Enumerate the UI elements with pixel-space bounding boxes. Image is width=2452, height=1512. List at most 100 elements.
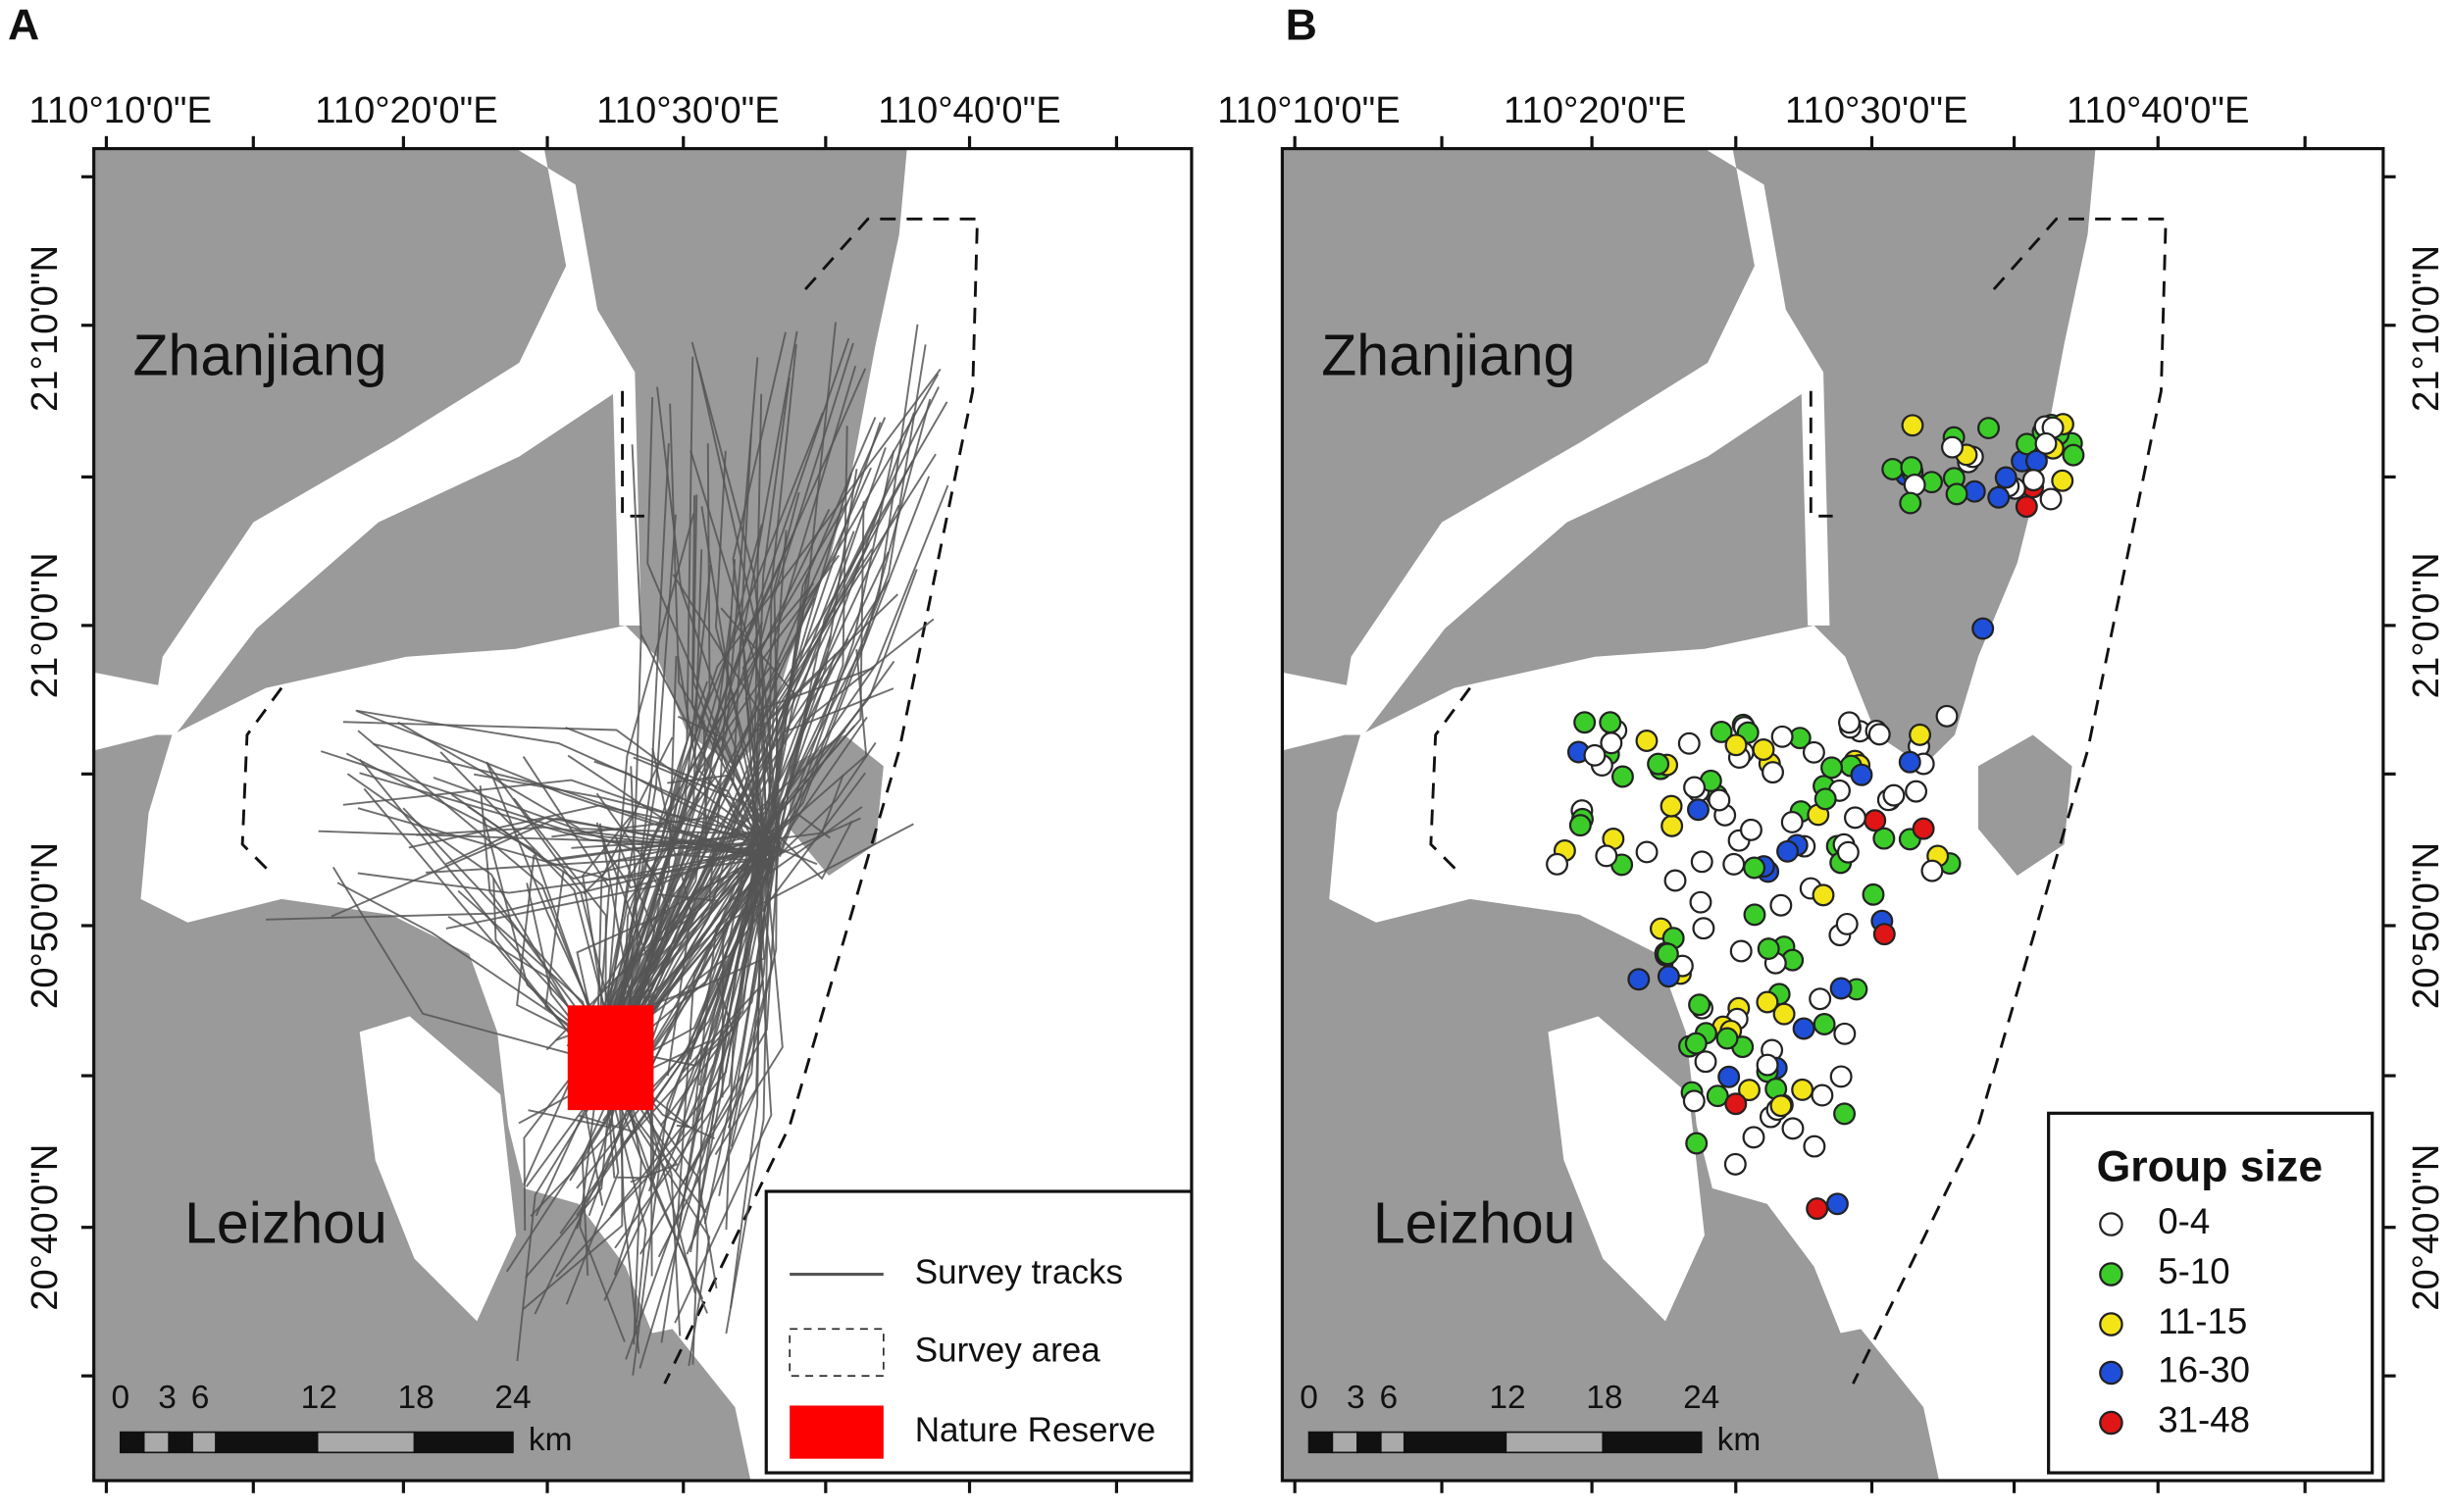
- sighting: [2021, 469, 2045, 492]
- place-name: Leizhou: [184, 1190, 387, 1255]
- scale-label: 18: [397, 1380, 434, 1416]
- legend-symbol: [2099, 1360, 2123, 1386]
- sighting: [1901, 414, 1924, 437]
- latitude-label: 21°0'0"N: [2405, 552, 2447, 698]
- sighting: [1717, 1065, 1741, 1088]
- sighting: [1689, 890, 1712, 914]
- scale-label: 6: [1380, 1380, 1399, 1416]
- sighting: [1710, 720, 1733, 743]
- latitude-label: 20°40'0"N: [2405, 1144, 2447, 1311]
- sighting: [1837, 711, 1861, 734]
- sighting: [1971, 617, 1995, 640]
- legend-label: Nature Reserve: [915, 1411, 1156, 1449]
- scale-label: 18: [1586, 1380, 1622, 1416]
- sighting: [1688, 993, 1711, 1017]
- scale-label: 12: [301, 1380, 337, 1416]
- survey-track: [583, 344, 797, 895]
- legend-symbol: [2099, 1312, 2123, 1336]
- sighting: [1920, 859, 1944, 882]
- legend-label: Survey tracks: [915, 1253, 1123, 1291]
- sighting: [1682, 1089, 1706, 1113]
- sighting: [1683, 776, 1707, 799]
- sighting: [1660, 794, 1683, 818]
- sighting: [1872, 923, 1896, 946]
- sighting: [1820, 756, 1844, 780]
- sighting: [1722, 852, 1746, 876]
- scale-segment: [413, 1431, 514, 1454]
- longitude-label: 110°10'0"E: [1217, 89, 1401, 131]
- sighting: [1656, 942, 1679, 966]
- longitude-label: 110°20'0"E: [1504, 89, 1687, 131]
- legend-label: 0-4: [2158, 1201, 2210, 1241]
- sighting: [1836, 840, 1860, 864]
- sighting: [1752, 737, 1775, 761]
- sighting: [1635, 840, 1659, 864]
- sighting: [1977, 417, 2000, 440]
- survey-track: [721, 593, 898, 1098]
- sighting: [1599, 711, 1622, 734]
- scale-label: 3: [1347, 1380, 1365, 1416]
- survey-track: [650, 853, 757, 1236]
- scale-segment: [215, 1431, 319, 1454]
- sighting: [1610, 765, 1634, 788]
- sighting: [1781, 1117, 1805, 1140]
- sighting: [1843, 806, 1866, 830]
- scale-label: 3: [158, 1380, 177, 1416]
- scale-unit: km: [529, 1422, 573, 1458]
- scale-segment: [316, 1431, 416, 1454]
- sighting: [1729, 939, 1753, 963]
- sighting: [1685, 1132, 1709, 1155]
- sighting: [1833, 1022, 1857, 1045]
- longitude-label: 110°10'0"E: [29, 89, 213, 131]
- sighting: [1881, 457, 1905, 480]
- frame-b: [1280, 146, 2385, 1483]
- scale-segment: [1403, 1431, 1507, 1454]
- sighting: [1813, 1013, 1836, 1035]
- sighting: [1791, 1078, 1814, 1101]
- scale-label: 0: [111, 1380, 129, 1416]
- sighting: [1802, 740, 1825, 764]
- sighting: [1647, 752, 1670, 776]
- sighting: [2051, 469, 2074, 492]
- sighting: [1905, 780, 1928, 803]
- sighting: [1595, 844, 1618, 868]
- scale-label: 24: [1683, 1380, 1719, 1416]
- sighting: [1706, 1084, 1729, 1108]
- legend-label: 11-15: [2158, 1301, 2247, 1341]
- sighting: [1724, 733, 1748, 757]
- sighting: [2039, 487, 2063, 511]
- scale-segment: [191, 1431, 217, 1454]
- survey-track: [474, 773, 757, 1060]
- sighting: [1769, 1094, 1793, 1118]
- survey-track: [708, 821, 853, 902]
- sighting: [1803, 1134, 1826, 1158]
- longitude-label: 110°40'0"E: [2067, 89, 2250, 131]
- sighting: [1864, 809, 1887, 832]
- sighting: [1738, 1079, 1761, 1102]
- sighting: [1677, 731, 1701, 755]
- legend-box: [2047, 1111, 2375, 1475]
- sighting: [1903, 474, 1926, 497]
- survey-track: [714, 813, 831, 1155]
- scale-segment: [1307, 1431, 1334, 1454]
- sighting: [1684, 1032, 1708, 1055]
- sighting: [1686, 798, 1710, 822]
- frame-a: [92, 146, 1194, 1483]
- survey-track: [613, 574, 780, 1276]
- latitude-label: 21°0'0"N: [24, 552, 66, 698]
- sighting: [1809, 987, 1832, 1011]
- sighting: [1806, 1197, 1829, 1221]
- scale-segment: [1505, 1431, 1605, 1454]
- sighting: [1912, 817, 1935, 840]
- sighting: [1872, 827, 1896, 850]
- nature-reserve: [567, 1005, 654, 1111]
- scale-segment: [1356, 1431, 1382, 1454]
- sighting: [1862, 882, 1885, 906]
- sighting: [1694, 1050, 1717, 1074]
- legend-label: 16-30: [2158, 1350, 2250, 1390]
- sighting: [2062, 443, 2085, 467]
- sighting: [1829, 977, 1853, 1000]
- sighting: [1568, 814, 1592, 837]
- scale-segment: [168, 1431, 193, 1454]
- sighting: [1792, 1017, 1815, 1040]
